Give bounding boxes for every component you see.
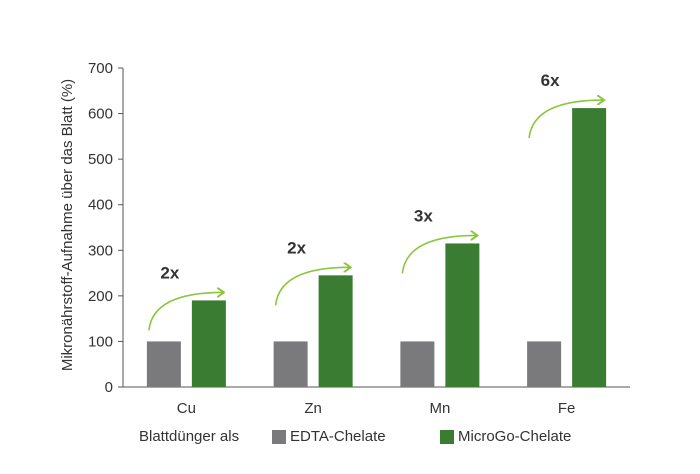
- y-tick-label: 700: [88, 60, 113, 77]
- legend-swatch-microgo: [440, 430, 454, 444]
- bars: [146, 108, 607, 388]
- legend: Blattdünger als EDTA-Chelate MicroGo-Che…: [0, 426, 700, 450]
- growth-arrow-icon: [401, 235, 476, 274]
- bar-microgo-cu: [191, 300, 226, 387]
- y-tick-label: 100: [88, 333, 113, 350]
- multiplier-label: 2x: [287, 238, 306, 257]
- y-tick-label: 300: [88, 242, 113, 259]
- growth-arrow-icon: [148, 292, 223, 331]
- x-tick-label: Zn: [304, 400, 322, 417]
- y-tick-label: 600: [88, 106, 113, 123]
- bar-microgo-zn: [318, 275, 353, 387]
- x-tick-label: Mn: [429, 400, 450, 417]
- y-tick-label: 200: [88, 288, 113, 305]
- multiplier-label: 6x: [541, 71, 560, 90]
- y-tick-label: 400: [88, 197, 113, 214]
- growth-arrow-icon: [528, 100, 603, 139]
- multiplier-label: 2x: [160, 263, 179, 282]
- y-axis: 0 100 200 300 400 500 600 700: [88, 60, 124, 396]
- multiplier-label: 3x: [414, 206, 433, 225]
- bar-edta-zn: [273, 341, 308, 387]
- bar-microgo-mn: [445, 243, 480, 387]
- bar-microgo-fe: [572, 108, 607, 388]
- bar-edta-fe: [527, 341, 562, 387]
- growth-arrow-icon: [274, 267, 350, 306]
- legend-prefix: Blattdünger als: [139, 428, 240, 445]
- legend-label-microgo: MicroGo-Chelate: [458, 428, 572, 445]
- legend-swatch-edta: [272, 430, 286, 444]
- y-axis-title: Mikronährstoff-Aufnahme über das Blatt (…: [59, 79, 76, 371]
- y-tick-label: 500: [88, 151, 113, 168]
- bar-edta-cu: [146, 341, 181, 387]
- x-tick-label: Fe: [558, 400, 576, 417]
- legend-label-edta: EDTA-Chelate: [290, 428, 386, 445]
- x-axis: Cu Zn Mn Fe: [123, 386, 630, 417]
- x-tick-label: Cu: [177, 400, 196, 417]
- bar-edta-mn: [400, 341, 435, 387]
- annotations: 2x 2x 3x 6x: [148, 71, 603, 331]
- y-tick-label: 0: [105, 379, 113, 396]
